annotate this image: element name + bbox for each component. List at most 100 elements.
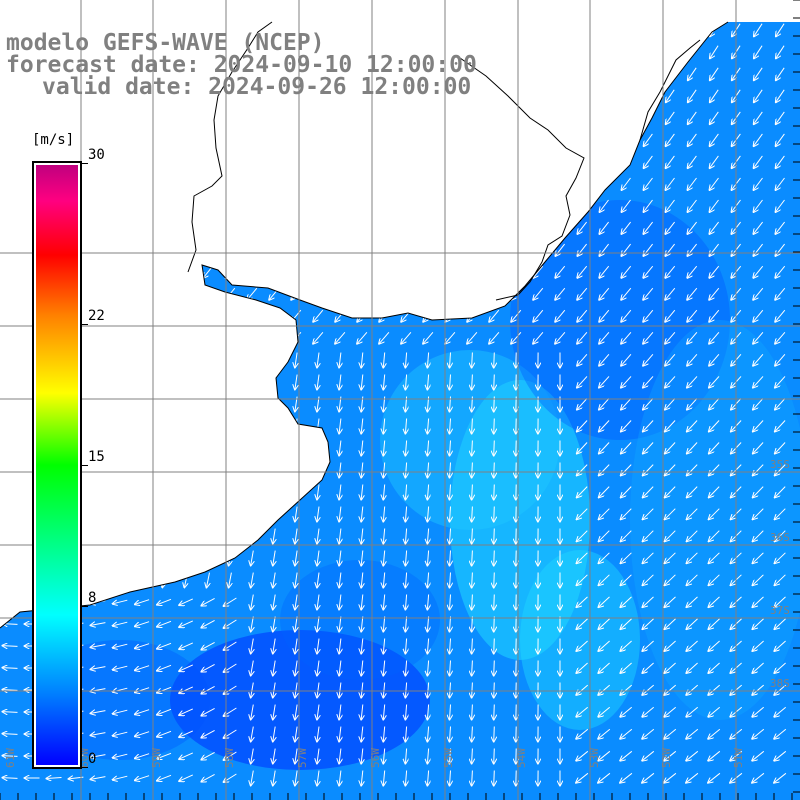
- wind-arrow: [642, 750, 655, 760]
- wind-arrow: [450, 550, 451, 566]
- wind-arrow: [273, 770, 275, 786]
- wind-arrow: [709, 596, 720, 607]
- wind-arrow: [160, 111, 169, 124]
- wind-arrow: [556, 45, 565, 59]
- wind-arrow: [512, 111, 521, 124]
- longitude-label: 59W: [150, 748, 163, 768]
- wind-arrow: [207, 352, 210, 368]
- wind-arrow: [710, 199, 719, 212]
- wind-arrow: [665, 331, 676, 343]
- wind-arrow: [665, 398, 676, 409]
- wind-arrow: [577, 596, 588, 607]
- wind-arrow: [511, 265, 522, 278]
- colorbar: [32, 161, 82, 769]
- wind-arrow: [472, 506, 473, 522]
- wind-arrow: [201, 597, 215, 605]
- wind-arrow: [427, 572, 428, 588]
- wind-arrow: [643, 574, 654, 585]
- wind-arrow: [578, 111, 587, 124]
- wind-arrow: [599, 464, 610, 476]
- wind-arrow: [489, 221, 499, 234]
- wind-arrow: [335, 265, 346, 278]
- wind-arrow: [709, 221, 719, 234]
- wind-arrow: [577, 442, 588, 454]
- wind-arrow: [753, 442, 764, 454]
- wind-arrow: [578, 45, 587, 59]
- wind-arrow: [201, 751, 215, 759]
- wind-arrow: [753, 596, 764, 607]
- wind-arrow: [710, 45, 719, 59]
- wind-arrow: [576, 772, 589, 782]
- wind-arrow: [622, 67, 631, 80]
- longitude-label: 51W: [732, 748, 745, 768]
- wind-arrow: [248, 177, 257, 190]
- wind-arrow: [248, 133, 257, 146]
- wind-arrow: [201, 619, 215, 627]
- wind-arrow: [753, 265, 764, 278]
- wind-arrow: [159, 309, 170, 322]
- wind-arrow: [135, 775, 150, 781]
- wind-arrow: [313, 221, 323, 234]
- wind-arrow: [118, 374, 122, 390]
- wind-arrow: [336, 23, 345, 37]
- wind-arrow: [135, 665, 150, 671]
- wind-arrow: [754, 133, 763, 146]
- wind-arrow: [423, 221, 433, 234]
- wind-arrow: [115, 331, 126, 343]
- wind-arrow: [203, 221, 213, 234]
- wind-arrow: [159, 243, 169, 256]
- wind-arrow: [427, 726, 428, 742]
- wind-arrow: [113, 600, 128, 604]
- wind-arrow: [179, 620, 194, 627]
- wind-arrow: [3, 778, 18, 779]
- wind-arrow: [162, 528, 165, 544]
- wind-arrow: [160, 177, 169, 190]
- wind-arrow: [446, 23, 455, 37]
- wind-arrow: [361, 770, 363, 786]
- wind-arrow: [534, 155, 543, 168]
- wind-arrow: [313, 287, 324, 300]
- wind-arrow: [405, 726, 406, 742]
- wind-arrow: [753, 574, 764, 585]
- wind-arrow: [472, 550, 473, 566]
- wind-arrow: [427, 682, 428, 698]
- wind-arrow: [162, 374, 165, 390]
- wind-arrow: [775, 287, 786, 300]
- wind-arrow: [179, 774, 194, 781]
- wind-arrow: [494, 748, 495, 764]
- wind-arrow: [159, 331, 170, 343]
- wind-arrow: [445, 331, 456, 343]
- colorbar-tick: [80, 465, 88, 466]
- wind-arrow: [160, 133, 169, 146]
- wind-arrow: [6, 155, 15, 168]
- wind-arrow: [116, 111, 125, 124]
- wind-arrow: [775, 243, 785, 256]
- wind-arrow: [94, 111, 103, 124]
- wind-arrow: [600, 23, 609, 37]
- wind-arrow: [467, 243, 477, 256]
- wind-arrow: [621, 464, 632, 476]
- wind-arrow: [248, 155, 257, 168]
- wind-arrow: [182, 155, 191, 168]
- wind-arrow: [423, 243, 433, 256]
- wind-arrow: [708, 750, 721, 760]
- wind-arrow: [753, 464, 764, 476]
- wind-arrow: [137, 331, 148, 343]
- wind-arrow: [472, 462, 473, 478]
- wind-arrow: [335, 243, 345, 256]
- wind-arrow: [361, 638, 363, 654]
- wind-arrow: [317, 594, 319, 610]
- wind-arrow: [775, 420, 786, 432]
- wind-arrow: [162, 550, 165, 566]
- wind-arrow: [72, 111, 81, 124]
- wind-arrow: [113, 732, 128, 736]
- wind-arrow: [96, 418, 101, 433]
- wind-arrow: [113, 666, 128, 670]
- wind-arrow: [665, 508, 676, 520]
- wind-arrow: [621, 574, 632, 585]
- wind-arrow: [665, 221, 675, 234]
- wind-arrow: [752, 750, 765, 760]
- wind-arrow: [361, 682, 363, 698]
- wind-arrow: [184, 352, 187, 368]
- wind-arrow: [317, 726, 319, 742]
